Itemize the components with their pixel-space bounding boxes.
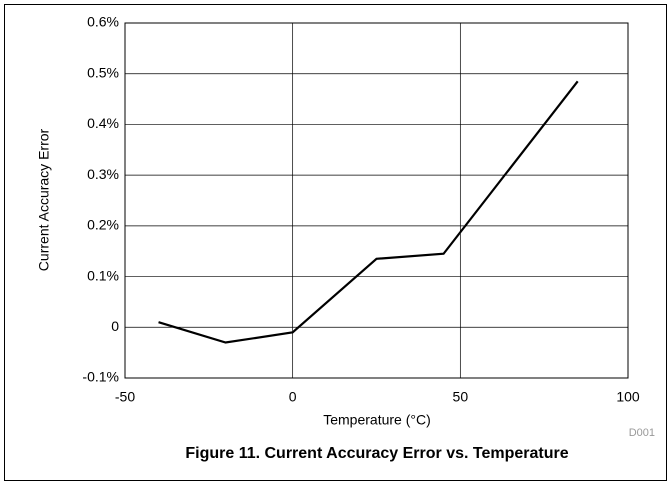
x-tick-label: -50 [115, 389, 135, 405]
y-axis-label: Current Accuracy Error [36, 128, 52, 271]
y-tick-label: 0.6% [87, 14, 119, 30]
y-tick-label: 0.3% [87, 166, 119, 182]
y-tick-label: 0.5% [87, 64, 119, 80]
data-line [158, 80, 579, 344]
y-tick-label: 0.4% [87, 115, 119, 131]
x-tick-label: 0 [289, 389, 297, 405]
y-tick-label: 0.2% [87, 217, 119, 233]
y-tick-label: 0 [111, 318, 119, 334]
annotation: D001 [629, 427, 655, 439]
frame [4, 4, 667, 481]
y-tick-label: -0.1% [82, 369, 119, 385]
x-tick-label: 50 [453, 389, 469, 405]
plot-area [124, 22, 629, 379]
y-tick-label: 0.1% [87, 267, 119, 283]
x-axis-label: Temperature (°C) [323, 412, 431, 428]
x-tick-label: 100 [616, 389, 640, 405]
chart-title: Figure 11. Current Accuracy Error vs. Te… [185, 445, 568, 462]
